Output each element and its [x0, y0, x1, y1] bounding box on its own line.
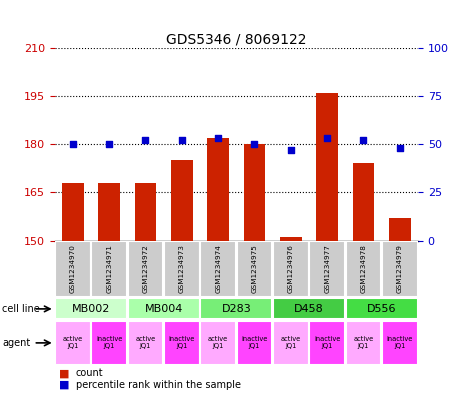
Bar	[280, 237, 302, 241]
Text: count: count	[76, 368, 104, 378]
FancyBboxPatch shape	[309, 241, 345, 297]
Text: GSM1234970: GSM1234970	[70, 244, 76, 294]
FancyBboxPatch shape	[382, 321, 418, 365]
Text: D283: D283	[221, 304, 251, 314]
FancyBboxPatch shape	[237, 241, 272, 297]
Text: D556: D556	[367, 304, 397, 314]
Point	[323, 135, 331, 141]
Text: agent: agent	[2, 338, 30, 348]
Text: active
JQ1: active JQ1	[208, 336, 228, 349]
Point	[251, 141, 258, 147]
FancyBboxPatch shape	[128, 241, 163, 297]
Bar	[134, 183, 156, 241]
Text: GSM1234973: GSM1234973	[179, 244, 185, 294]
FancyBboxPatch shape	[309, 321, 345, 365]
FancyBboxPatch shape	[237, 321, 272, 365]
Bar	[244, 144, 266, 241]
Bar	[62, 183, 84, 241]
Text: GSM1234977: GSM1234977	[324, 244, 330, 294]
Point	[287, 147, 294, 153]
Text: MB004: MB004	[144, 304, 183, 314]
Text: active
JQ1: active JQ1	[63, 336, 83, 349]
Text: GSM1234978: GSM1234978	[361, 244, 367, 294]
Bar	[98, 183, 120, 241]
FancyBboxPatch shape	[346, 241, 381, 297]
Text: GSM1234971: GSM1234971	[106, 244, 112, 294]
FancyBboxPatch shape	[273, 298, 345, 320]
Bar	[316, 93, 338, 241]
Text: D458: D458	[294, 304, 324, 314]
FancyBboxPatch shape	[273, 321, 309, 365]
Text: GSM1234976: GSM1234976	[288, 244, 294, 294]
Text: inactive
JQ1: inactive JQ1	[387, 336, 413, 349]
Bar	[207, 138, 229, 241]
FancyBboxPatch shape	[346, 321, 381, 365]
Title: GDS5346 / 8069122: GDS5346 / 8069122	[166, 33, 306, 47]
Text: inactive
JQ1: inactive JQ1	[169, 336, 195, 349]
FancyBboxPatch shape	[91, 241, 127, 297]
Bar	[389, 218, 411, 241]
Text: inactive
JQ1: inactive JQ1	[241, 336, 268, 349]
Point	[69, 141, 76, 147]
FancyBboxPatch shape	[55, 298, 127, 320]
FancyBboxPatch shape	[55, 321, 91, 365]
Text: percentile rank within the sample: percentile rank within the sample	[76, 380, 241, 390]
Text: active
JQ1: active JQ1	[353, 336, 374, 349]
FancyBboxPatch shape	[164, 241, 200, 297]
FancyBboxPatch shape	[128, 298, 200, 320]
FancyBboxPatch shape	[382, 241, 418, 297]
Text: GSM1234972: GSM1234972	[142, 244, 149, 294]
Text: GSM1234979: GSM1234979	[397, 244, 403, 294]
FancyBboxPatch shape	[273, 241, 309, 297]
Point	[396, 145, 404, 151]
Bar	[171, 160, 193, 241]
Text: active
JQ1: active JQ1	[135, 336, 156, 349]
Text: cell line: cell line	[2, 304, 40, 314]
Text: ■: ■	[59, 380, 70, 390]
Point	[214, 135, 222, 141]
Text: GSM1234974: GSM1234974	[215, 244, 221, 294]
FancyBboxPatch shape	[164, 321, 200, 365]
FancyBboxPatch shape	[200, 298, 272, 320]
Text: inactive
JQ1: inactive JQ1	[314, 336, 341, 349]
FancyBboxPatch shape	[200, 321, 236, 365]
Bar	[352, 163, 374, 241]
Text: active
JQ1: active JQ1	[281, 336, 301, 349]
FancyBboxPatch shape	[128, 321, 163, 365]
FancyBboxPatch shape	[346, 298, 418, 320]
Text: MB002: MB002	[72, 304, 110, 314]
Point	[360, 137, 367, 143]
Text: GSM1234975: GSM1234975	[251, 244, 257, 294]
Text: ■: ■	[59, 368, 70, 378]
FancyBboxPatch shape	[55, 241, 91, 297]
Point	[105, 141, 113, 147]
Point	[142, 137, 149, 143]
Text: inactive
JQ1: inactive JQ1	[96, 336, 123, 349]
Point	[178, 137, 186, 143]
FancyBboxPatch shape	[91, 321, 127, 365]
FancyBboxPatch shape	[200, 241, 236, 297]
